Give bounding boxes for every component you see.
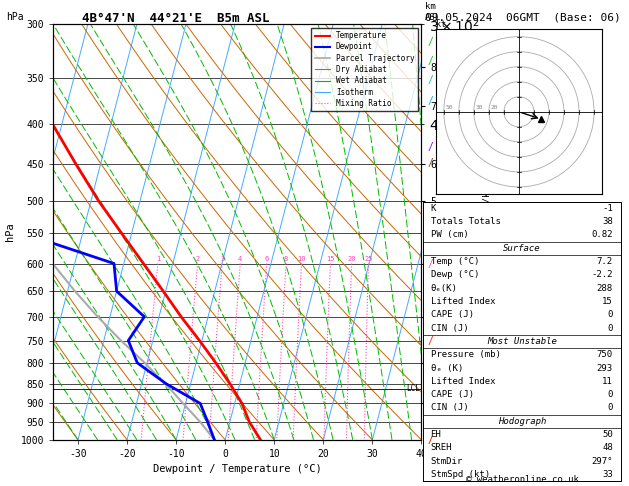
Text: /: /	[428, 157, 433, 168]
Text: kt: kt	[437, 20, 447, 29]
Text: 1: 1	[156, 256, 160, 262]
Text: StmDir: StmDir	[431, 457, 463, 466]
Text: Surface: Surface	[503, 244, 540, 253]
Text: /: /	[428, 259, 433, 269]
Text: Temp (°C): Temp (°C)	[431, 257, 479, 266]
Text: 20: 20	[347, 256, 356, 262]
Text: 0: 0	[608, 324, 613, 332]
Text: 750: 750	[597, 350, 613, 359]
Text: © weatheronline.co.uk: © weatheronline.co.uk	[465, 474, 579, 484]
Text: /: /	[428, 335, 433, 346]
Text: Lifted Index: Lifted Index	[431, 297, 495, 306]
Y-axis label: hPa: hPa	[6, 223, 15, 242]
Text: CIN (J): CIN (J)	[431, 403, 468, 413]
Text: Totals Totals: Totals Totals	[431, 217, 501, 226]
Text: Most Unstable: Most Unstable	[487, 337, 557, 346]
Text: PW (cm): PW (cm)	[431, 230, 468, 240]
Text: 15: 15	[602, 297, 613, 306]
Text: 10: 10	[298, 256, 306, 262]
Legend: Temperature, Dewpoint, Parcel Trajectory, Dry Adiabat, Wet Adiabat, Isotherm, Mi: Temperature, Dewpoint, Parcel Trajectory…	[311, 28, 418, 111]
Text: CAPE (J): CAPE (J)	[431, 390, 474, 399]
Text: 50: 50	[445, 105, 453, 110]
Text: θₑ(K): θₑ(K)	[431, 284, 457, 293]
Text: /: /	[428, 96, 433, 106]
Text: 15: 15	[326, 256, 335, 262]
Text: CAPE (J): CAPE (J)	[431, 310, 474, 319]
Text: 6: 6	[265, 256, 269, 262]
Text: SREH: SREH	[431, 443, 452, 452]
Text: 09.05.2024  06GMT  (Base: 06): 09.05.2024 06GMT (Base: 06)	[425, 12, 620, 22]
Text: Pressure (mb): Pressure (mb)	[431, 350, 501, 359]
Text: θₑ (K): θₑ (K)	[431, 364, 463, 373]
Text: 38: 38	[602, 217, 613, 226]
Text: StmSpd (kt): StmSpd (kt)	[431, 470, 490, 479]
Text: Hodograph: Hodograph	[498, 417, 546, 426]
Text: 48: 48	[602, 443, 613, 452]
Text: /: /	[428, 142, 433, 153]
Text: km
ASL: km ASL	[425, 2, 441, 22]
Y-axis label: Mixing Ratio (g/kg): Mixing Ratio (g/kg)	[482, 181, 492, 283]
Text: 25: 25	[364, 256, 373, 262]
Text: 4: 4	[238, 256, 242, 262]
Text: -2.2: -2.2	[591, 270, 613, 279]
Text: 8: 8	[284, 256, 288, 262]
Text: 50: 50	[602, 430, 613, 439]
Text: /: /	[428, 75, 433, 86]
Text: 0.82: 0.82	[591, 230, 613, 240]
Text: 0: 0	[608, 310, 613, 319]
Text: 0: 0	[608, 390, 613, 399]
Text: EH: EH	[431, 430, 442, 439]
Text: /: /	[428, 435, 433, 445]
Text: 30: 30	[476, 105, 483, 110]
Text: K: K	[431, 204, 436, 213]
Text: /: /	[428, 37, 433, 47]
Text: 20: 20	[491, 105, 498, 110]
X-axis label: Dewpoint / Temperature (°C): Dewpoint / Temperature (°C)	[153, 465, 322, 474]
Text: CIN (J): CIN (J)	[431, 324, 468, 332]
Text: 0: 0	[608, 403, 613, 413]
Text: 288: 288	[597, 284, 613, 293]
Text: Lifted Index: Lifted Index	[431, 377, 495, 386]
Text: hPa: hPa	[6, 12, 24, 22]
Text: 7.2: 7.2	[597, 257, 613, 266]
Text: 4B°47'N  44°21'E  B5m ASL: 4B°47'N 44°21'E B5m ASL	[82, 12, 269, 25]
Text: 297°: 297°	[591, 457, 613, 466]
Text: 3: 3	[220, 256, 225, 262]
Text: 11: 11	[602, 377, 613, 386]
Text: -1: -1	[602, 204, 613, 213]
Text: 293: 293	[597, 364, 613, 373]
Text: LCL: LCL	[406, 384, 420, 393]
Text: /: /	[428, 56, 433, 66]
Text: 33: 33	[602, 470, 613, 479]
Text: Dewp (°C): Dewp (°C)	[431, 270, 479, 279]
Text: 2: 2	[196, 256, 200, 262]
